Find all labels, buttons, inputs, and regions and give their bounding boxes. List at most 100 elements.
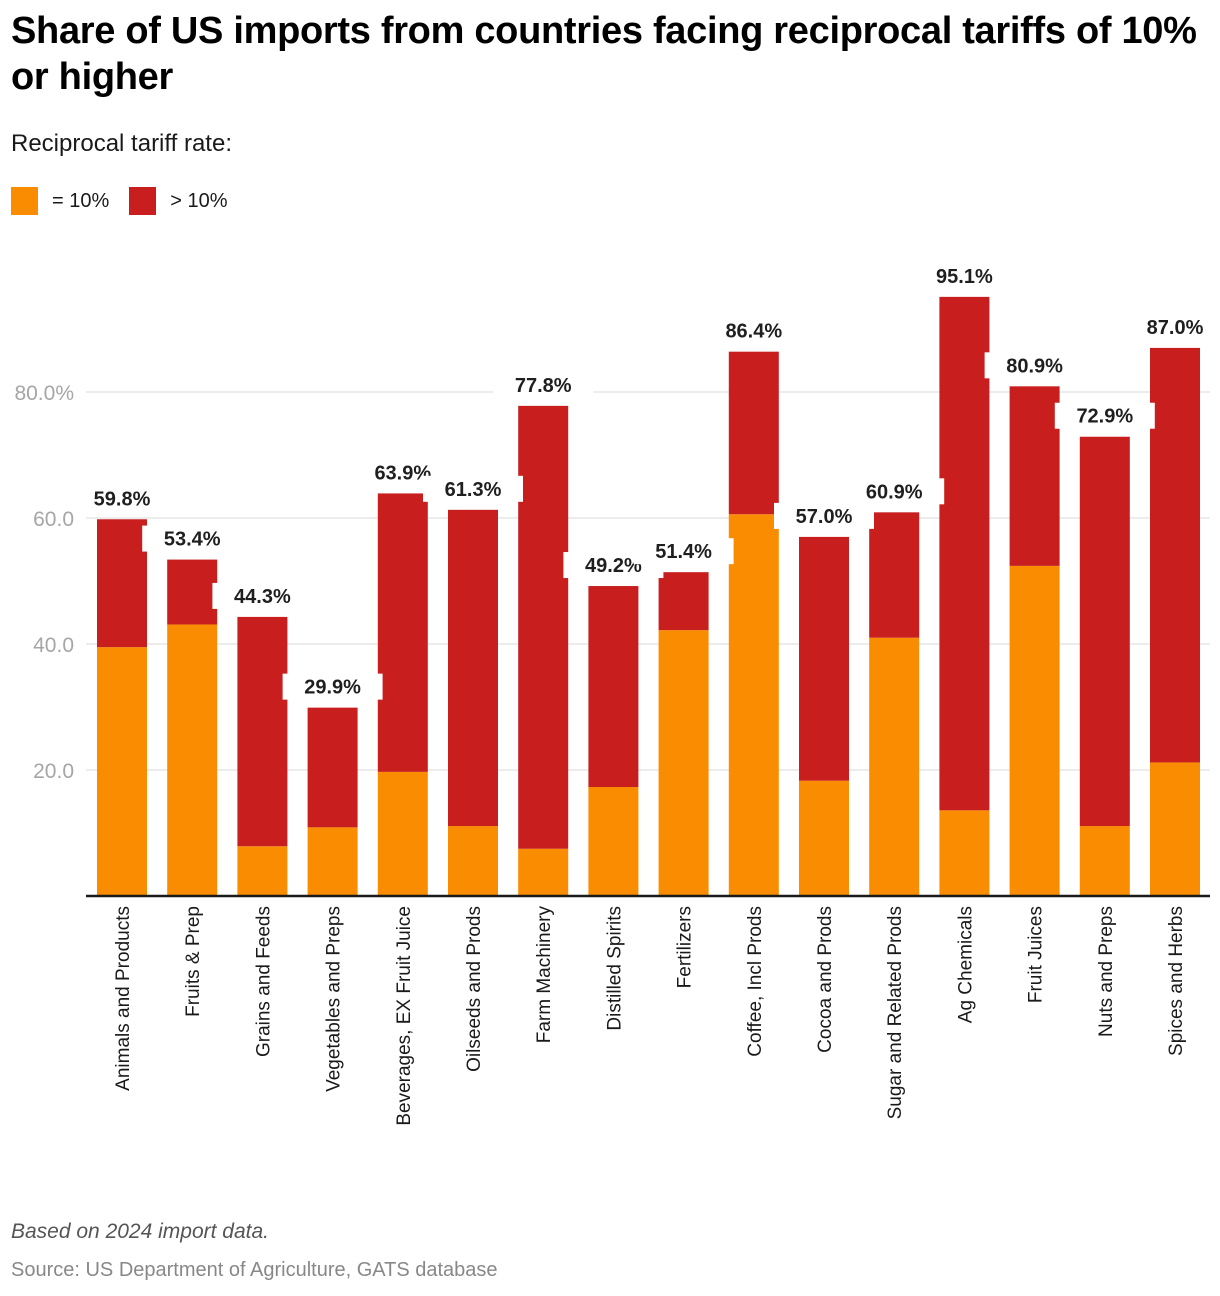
bar-segment-above-10	[869, 512, 920, 638]
bar-group-oilseeds-and-prods	[448, 509, 498, 896]
data-label-background	[142, 525, 243, 552]
data-label: 86.4%	[725, 321, 782, 343]
legend-label-above-10: > 10%	[170, 189, 228, 212]
bar-segment-above-10	[1009, 386, 1060, 566]
data-label-background	[282, 673, 383, 700]
bar-segment-equal-10	[1009, 565, 1060, 896]
data-label-background	[1054, 402, 1155, 429]
data-label-background	[703, 317, 804, 344]
x-tick-label: Ag Chemicals	[955, 906, 976, 1023]
data-label-background	[1125, 313, 1220, 340]
bar-segment-equal-10	[307, 827, 358, 896]
x-axis-labels: Animals and Products Fruits & Prep Grains …	[113, 906, 1187, 1126]
bar-segment-above-10	[377, 493, 428, 772]
data-labels: 59.8% 53.4% 44.3% 29.9% 63.9% 61.3% 77.8% 49.2%…	[72, 262, 1220, 700]
data-label: 59.8%	[94, 488, 151, 510]
bar-group-nuts-and-preps	[1079, 436, 1130, 896]
data-label: 57.0%	[796, 506, 853, 528]
data-label: 44.3%	[234, 586, 291, 608]
data-label-background	[914, 262, 1015, 289]
bar-segment-equal-10	[448, 826, 498, 896]
data-label: 53.4%	[164, 529, 221, 551]
bar-segment-equal-10	[1079, 826, 1130, 896]
bar-segment-above-10	[97, 519, 147, 648]
data-label-background	[844, 478, 945, 505]
bar-segment-above-10	[939, 296, 990, 811]
legend-label-equal-10: = 10%	[52, 189, 110, 212]
data-label: 63.9%	[374, 462, 431, 484]
x-tick-label: Nuts and Preps	[1096, 906, 1117, 1037]
bar-segment-above-10	[518, 405, 569, 849]
data-label: 72.9%	[1076, 406, 1133, 428]
bar-group-ag-chemicals	[939, 296, 990, 896]
bar-segment-equal-10	[588, 787, 639, 896]
source-note: Source: US Department of Agriculture, GA…	[11, 1259, 498, 1281]
stacked-bar-chart: 20.0 40.0 60.0 80.0% 59.8% 53.4% 44.3% 29.9% 63…	[14, 262, 1220, 1126]
bar-group-grains-and-feeds	[237, 616, 288, 896]
bars	[97, 296, 1200, 896]
x-tick-label: Fertilizers	[675, 906, 696, 988]
bar-segment-equal-10	[97, 647, 147, 896]
bar-group-animals-and-products	[97, 519, 147, 896]
bar-segment-above-10	[588, 586, 639, 788]
legend-item-above-10: > 10%	[129, 187, 228, 215]
bar-segment-above-10	[307, 707, 358, 828]
data-label-background	[493, 371, 594, 398]
bar-group-cocoa-and-prods	[799, 536, 849, 896]
x-tick-label: Oilseeds and Prods	[464, 906, 485, 1072]
bar-group-fruit-juices	[1009, 386, 1060, 896]
data-label: 49.2%	[585, 555, 642, 577]
bar-group-vegetables-and-preps	[307, 707, 358, 896]
bar-segment-above-10	[1079, 436, 1130, 827]
bar-group-farm-machinery	[518, 405, 569, 896]
bar-segment-equal-10	[799, 780, 849, 896]
data-label: 80.9%	[1006, 355, 1063, 377]
x-tick-label: Animals and Products	[113, 906, 134, 1091]
data-label: 60.9%	[866, 481, 923, 503]
chart-title: Share of US imports from countries facin…	[11, 10, 1197, 98]
bar-segment-equal-10	[167, 624, 218, 896]
y-tick-label: 40.0	[33, 634, 74, 657]
x-tick-label: Cocoa and Prods	[815, 906, 836, 1053]
data-label-background	[212, 582, 313, 609]
data-label: 29.9%	[304, 677, 361, 699]
bar-segment-above-10	[1150, 347, 1200, 763]
data-label: 61.3%	[445, 479, 502, 501]
x-tick-label: Distilled Spirits	[604, 906, 625, 1031]
bar-segment-equal-10	[1150, 762, 1200, 896]
legend-title: Reciprocal tariff rate:	[11, 130, 232, 157]
data-label: 95.1%	[936, 266, 993, 288]
bar-segment-above-10	[167, 559, 218, 625]
bar-segment-above-10	[799, 536, 849, 781]
bar-group-distilled-spirits	[588, 586, 639, 896]
x-tick-label: Sugar and Related Prods	[885, 906, 906, 1119]
bar-segment-equal-10	[939, 810, 990, 896]
bar-group-fertilizers	[658, 572, 709, 896]
x-tick-label: Beverages, EX Fruit Juice	[394, 906, 415, 1126]
data-label-background	[774, 502, 874, 529]
bar-group-coffee-incl-prods	[728, 351, 779, 896]
y-axis-ticks: 20.0 40.0 60.0 80.0%	[14, 382, 74, 783]
bar-segment-equal-10	[377, 771, 428, 896]
legend-swatch-equal-10	[11, 187, 38, 215]
y-tick-label: 80.0%	[14, 382, 74, 405]
y-tick-label: 20.0	[33, 760, 74, 783]
x-tick-label: Fruits & Prep	[183, 906, 204, 1017]
bar-segment-above-10	[658, 572, 709, 631]
x-tick-label: Fruit Juices	[1026, 906, 1047, 1003]
legend: = 10% > 10%	[11, 187, 248, 215]
data-label: 51.4%	[655, 541, 712, 563]
data-label: 77.8%	[515, 375, 572, 397]
bar-segment-above-10	[237, 616, 288, 847]
legend-swatch-above-10	[129, 187, 157, 215]
data-label-background	[633, 538, 734, 565]
x-tick-label: Grains and Feeds	[253, 906, 274, 1057]
x-tick-label: Spices and Herbs	[1166, 906, 1187, 1056]
x-tick-label: Vegetables and Preps	[324, 906, 345, 1092]
bar-group-fruits-prep	[167, 559, 218, 896]
bar-segment-equal-10	[658, 630, 709, 896]
footnote: Based on 2024 import data.	[11, 1220, 270, 1243]
data-label: 87.0%	[1147, 317, 1204, 339]
bar-segment-equal-10	[869, 637, 920, 896]
bar-group-sugar-and-related-prods	[869, 512, 920, 896]
